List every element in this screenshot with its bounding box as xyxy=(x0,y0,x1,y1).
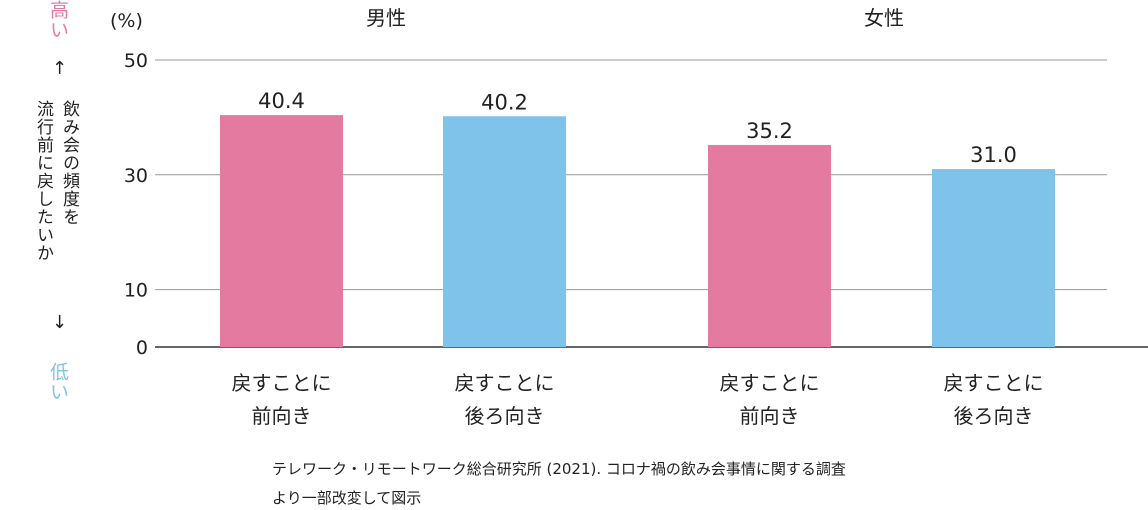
y-tick-label: 0 xyxy=(136,337,148,359)
axis-high-label: 高い xyxy=(47,0,69,40)
source-line-2: より一部改変して図示 xyxy=(272,489,422,507)
data-label: 40.2 xyxy=(481,90,528,114)
bar xyxy=(443,116,566,347)
axis-description-line1: 飲み会の頻度を xyxy=(59,100,79,226)
arrow-up-icon: ↑ xyxy=(52,58,68,79)
data-label: 40.4 xyxy=(258,89,305,113)
category-label: 前向き xyxy=(740,404,800,428)
category-label: 前向き xyxy=(252,404,312,428)
bar xyxy=(220,115,343,347)
category-label: 後ろ向き xyxy=(954,404,1034,428)
y-tick-label: 10 xyxy=(124,280,148,302)
data-label: 31.0 xyxy=(970,143,1017,167)
y-unit-label: (%) xyxy=(110,10,143,32)
category-label: 後ろ向き xyxy=(465,404,545,428)
axis-description-line2: 流行前に戻したいか xyxy=(33,100,53,262)
category-label: 戻すことに xyxy=(720,371,820,395)
category-label: 戻すことに xyxy=(232,371,332,395)
data-label: 35.2 xyxy=(746,119,793,143)
bar xyxy=(708,144,831,347)
arrow-down-icon: ↓ xyxy=(52,312,68,333)
category-label: 戻すことに xyxy=(455,371,555,395)
y-tick-label: 50 xyxy=(124,50,148,72)
y-tick-label: 30 xyxy=(124,165,148,187)
axis-low-label: 低い xyxy=(47,362,69,402)
group-label: 男性 xyxy=(366,6,406,30)
source-line-1: テレワーク・リモートワーク総合研究所 (2021). コロナ禍の飲み会事情に関す… xyxy=(272,460,846,478)
bar xyxy=(932,169,1055,347)
category-label: 戻すことに xyxy=(944,371,1044,395)
group-label: 女性 xyxy=(864,6,904,30)
